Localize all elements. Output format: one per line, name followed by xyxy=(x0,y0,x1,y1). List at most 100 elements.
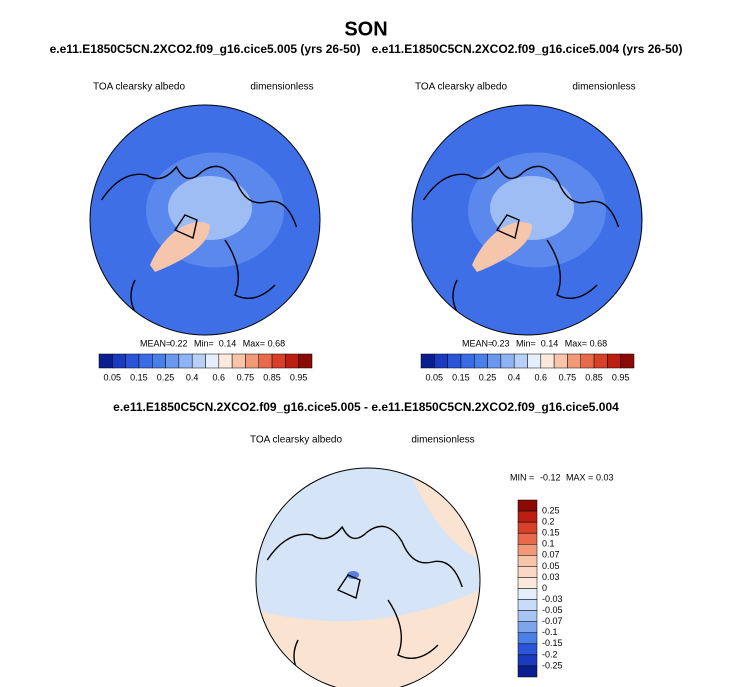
colorbar-box xyxy=(517,588,538,600)
colorbar-box xyxy=(517,544,538,556)
colorbar-label: 0.05 xyxy=(426,372,444,382)
map-fill xyxy=(412,105,642,335)
colorbar-box xyxy=(517,621,538,633)
colorbar-label: -0.15 xyxy=(542,638,563,648)
colorbar-box xyxy=(474,353,488,369)
stat-value: 0.03 xyxy=(596,472,614,482)
colorbar-label: 0.2 xyxy=(542,517,555,527)
figure-title: SON xyxy=(344,18,387,40)
colorbar-box xyxy=(513,353,528,369)
stat-value: -0.12 xyxy=(540,472,561,482)
variable-label: TOA clearsky albedo xyxy=(93,82,186,93)
stat-value: 0.68 xyxy=(268,338,286,348)
colorbar-label: 0.25 xyxy=(542,505,560,515)
colorbar-box xyxy=(553,353,568,369)
map-border xyxy=(255,467,481,687)
colorbar-box xyxy=(112,353,126,369)
colorbar-box xyxy=(517,521,538,534)
map-fill xyxy=(256,468,480,687)
stat-label: Max= xyxy=(565,338,587,348)
colorbar-label: 0.05 xyxy=(104,372,122,382)
colorbar-box xyxy=(447,353,462,369)
colorbar-box xyxy=(98,353,113,369)
colorbar-box xyxy=(517,632,538,645)
colorbar-label: -0.03 xyxy=(542,594,563,604)
colorbar-label: 0.95 xyxy=(612,372,630,382)
colorbar-box xyxy=(607,353,621,369)
coastline xyxy=(422,165,620,321)
colorbar-box xyxy=(567,353,581,369)
stat-value: 0.68 xyxy=(590,338,608,348)
colorbar-box xyxy=(500,353,515,369)
colorbar-label: 0.75 xyxy=(559,372,577,382)
colorbar-box xyxy=(420,353,435,369)
map-fill xyxy=(90,105,320,335)
polar-map xyxy=(255,467,481,687)
colorbar-label: 0.25 xyxy=(157,372,175,382)
colorbar-label: 0.4 xyxy=(186,372,199,382)
colorbar-label: -0.25 xyxy=(542,660,563,670)
colorbar-label: 0.6 xyxy=(213,372,226,382)
colorbar-label: 0.4 xyxy=(508,372,521,382)
colorbar-label: -0.05 xyxy=(542,605,563,615)
greenland xyxy=(150,221,210,272)
stat-label: MEAN= xyxy=(462,338,493,348)
colorbar-box xyxy=(540,353,555,369)
stat-label: Max= xyxy=(243,338,265,348)
colorbar-box xyxy=(218,353,233,369)
colorbar-box xyxy=(517,643,538,656)
colorbar-label: 0.15 xyxy=(452,372,470,382)
colorbar-box xyxy=(165,353,180,369)
stat-value: 0.22 xyxy=(170,338,188,348)
variable-label: TOA clearsky albedo xyxy=(415,82,508,93)
stat-value: 0.14 xyxy=(219,338,237,348)
colorbar-box xyxy=(245,353,259,369)
colorbar-box xyxy=(125,353,140,369)
colorbar-label: 0.6 xyxy=(535,372,548,382)
colorbar-label: -0.2 xyxy=(542,649,558,659)
colorbar-label: 0 xyxy=(542,583,547,593)
map-border xyxy=(89,104,321,336)
colorbar-box xyxy=(231,353,246,369)
colorbar-box xyxy=(517,610,538,622)
colorbar-label: 0.07 xyxy=(542,550,560,560)
colorbar-box xyxy=(271,353,286,369)
units-label: dimensionless xyxy=(411,435,474,446)
difference-title: e.e11.E1850C5CN.2XCO2.f09_g16.cice5.005 … xyxy=(113,400,619,414)
colorbar-box xyxy=(487,353,502,369)
colorbar-box xyxy=(517,599,538,611)
colorbar-box xyxy=(517,555,538,567)
positive-zone xyxy=(256,590,480,687)
colorbar-box xyxy=(152,353,166,369)
colorbar-box xyxy=(298,353,313,369)
stat-label: MIN = xyxy=(510,472,534,482)
colorbar-box xyxy=(620,353,635,369)
map-border xyxy=(411,104,643,336)
colorbar-label: -0.1 xyxy=(542,627,558,637)
colorbar-box xyxy=(258,353,273,369)
colorbar-box xyxy=(178,353,193,369)
colorbar-label: 0.1 xyxy=(542,539,555,549)
stat-label: Min= xyxy=(516,338,536,348)
colorbar-box xyxy=(285,353,299,369)
case-title: e.e11.E1850C5CN.2XCO2.f09_g16.cice5.005 … xyxy=(50,42,361,56)
coastline xyxy=(100,165,298,321)
colorbar-label: 0.25 xyxy=(479,372,497,382)
units-label: dimensionless xyxy=(250,82,313,93)
coastline xyxy=(266,525,463,681)
colorbar-label: 0.95 xyxy=(290,372,308,382)
stat-label: MAX = xyxy=(566,472,593,482)
colorbar-box xyxy=(517,654,538,667)
polar-map xyxy=(89,104,321,336)
stat-value: 0.14 xyxy=(541,338,559,348)
colorbar-box xyxy=(517,499,538,512)
variable-label: TOA clearsky albedo xyxy=(250,435,343,446)
colorbar-label: 0.05 xyxy=(542,561,560,571)
colorbar-label: 0.85 xyxy=(585,372,603,382)
colorbar-label: -0.07 xyxy=(542,616,563,626)
colorbar-box xyxy=(593,353,608,369)
colorbar-label: 0.75 xyxy=(237,372,255,382)
colorbar-box xyxy=(527,353,542,369)
colorbar-box xyxy=(460,353,475,369)
colorbar-box xyxy=(138,353,153,369)
